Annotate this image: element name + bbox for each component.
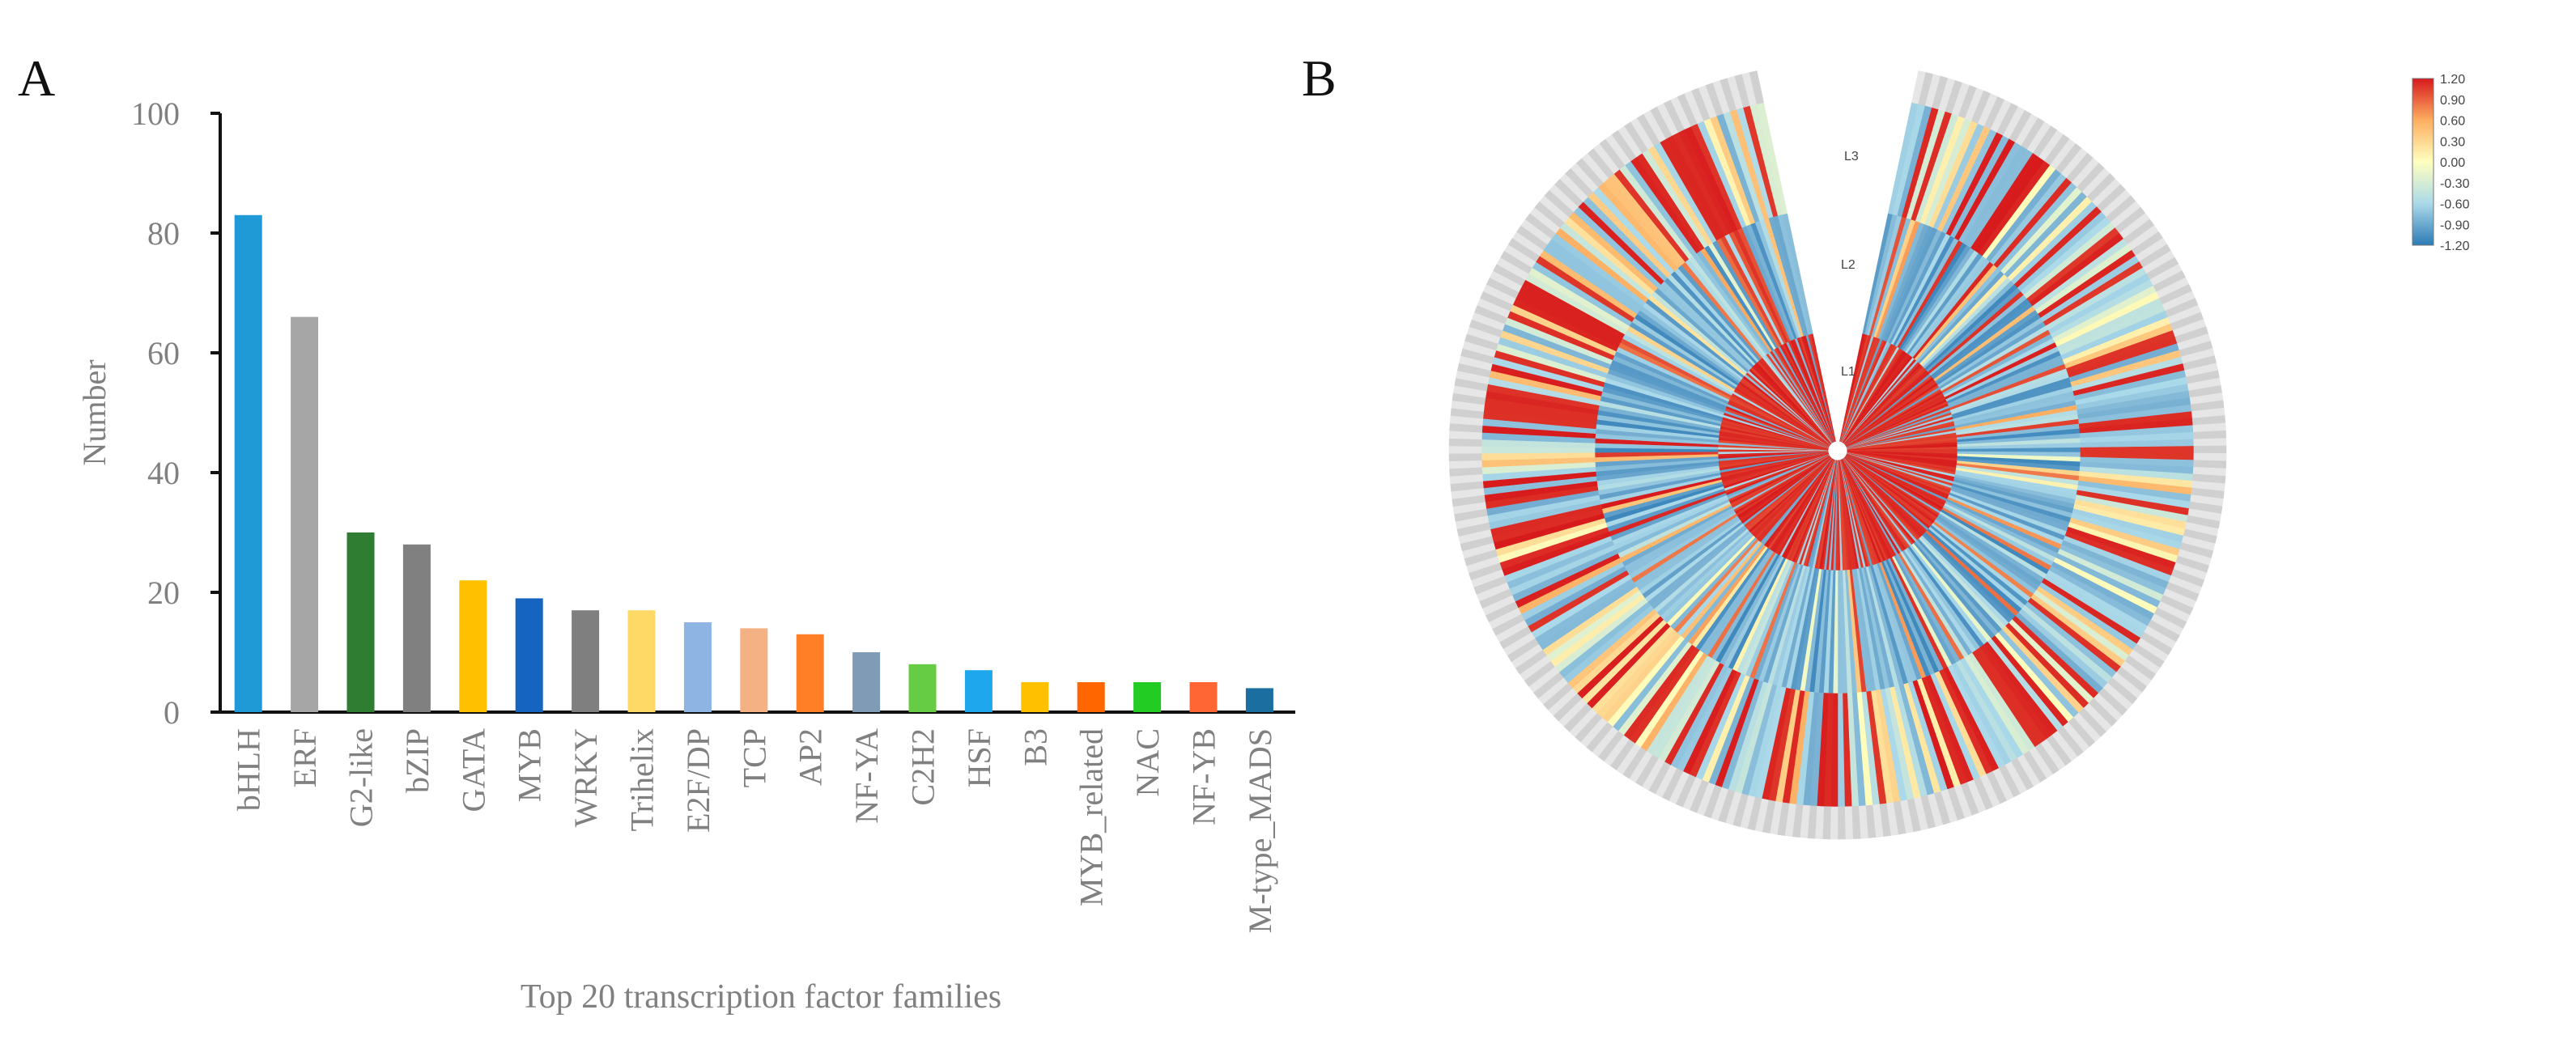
x-tick-label: NF-YB (1186, 728, 1222, 825)
x-tick-label: MYB_related (1073, 728, 1110, 906)
bar-nf-ya (852, 652, 881, 712)
panel-label-a: A (18, 49, 56, 107)
colorbar-tick-label: -1.20 (2440, 240, 2470, 253)
colorbar-tick-label: -0.90 (2440, 218, 2470, 232)
gene-label-tick (1448, 452, 1482, 462)
radial-layer (1448, 70, 2227, 840)
y-tick-label: 20 (147, 575, 180, 611)
x-tick-label: NF-YA (848, 728, 885, 824)
heat-cell-l3 (2080, 446, 2195, 454)
panel-label-b: B (1302, 49, 1337, 107)
bar-wrky (572, 610, 600, 712)
x-tick-label: B3 (1017, 728, 1053, 766)
bar-erf (291, 316, 319, 712)
bar-trihelix (627, 610, 656, 712)
gene-label-tick (1448, 438, 1482, 447)
bar-tcp (740, 628, 768, 712)
x-tick-label: GATA (455, 728, 491, 812)
x-tick-label: G2-like (343, 728, 380, 827)
gene-label-tick (2193, 430, 2227, 440)
x-tick-label: bHLH (231, 728, 267, 811)
colorbar-tick-label: 0.90 (2440, 94, 2465, 108)
x-tick-label: M-type_MADS (1242, 728, 1278, 933)
y-tick-label: 0 (164, 694, 180, 731)
x-tick-label: bZIP (399, 728, 436, 793)
colorbar-tick-label: -0.60 (2440, 198, 2470, 212)
bar-c2h2 (908, 664, 937, 712)
colorbar-tick-label: -0.30 (2440, 177, 2470, 191)
x-tick-label: ERF (287, 728, 323, 787)
x-tick-label: TCP (736, 728, 772, 787)
y-tick-label: 40 (147, 455, 180, 491)
colorbar-tick-label: 0.30 (2440, 135, 2465, 149)
x-tick-label: E2F/DP (680, 728, 716, 833)
center-hole (1830, 443, 1846, 459)
gene-label-tick (1830, 806, 1838, 840)
gene-label-tick (2193, 452, 2227, 462)
ring-labels: L3 L2 L1 (1841, 150, 1859, 379)
ring-label-l1: L1 (1841, 365, 1855, 379)
y-axis-label: Number (76, 359, 113, 465)
gene-label-tick (1749, 70, 1764, 104)
gene-label-tick (1448, 460, 1482, 469)
bar-chart: Number Top 20 transcription factor famil… (76, 95, 1295, 1016)
gene-label-tick (1448, 445, 1482, 454)
radial-heatmap: L3 L2 L1 1.20 0.90 0.60 0.30 0.00 -0.30 -0.60 -… (1448, 70, 2470, 840)
x-tick-label: MYB (512, 728, 548, 802)
y-tick-label: 80 (147, 215, 180, 252)
colorbar-tick-label: 0.00 (2440, 156, 2465, 170)
bar-g2-like (346, 532, 375, 712)
bar-myb-related (1077, 682, 1105, 712)
bar-e2f-dp (683, 622, 712, 712)
bar-bhlh (234, 214, 262, 712)
gene-label-tick (2193, 445, 2227, 454)
bar-nf-yb (1189, 682, 1218, 712)
y-tick-label: 100 (131, 95, 180, 132)
bar-gata (459, 580, 487, 712)
x-tick-label: AP2 (793, 728, 829, 786)
x-tick-label: WRKY (567, 728, 604, 827)
bar-bzip (402, 544, 431, 712)
bar-nac (1133, 682, 1162, 712)
bar-b3 (1021, 682, 1049, 712)
bar-layer: 0 20 40 60 80 100 bHLH ERF G2-like bZIP GATA MYB WRK… (131, 95, 1295, 933)
y-tick-label: 60 (147, 335, 180, 371)
gene-label-tick (2193, 438, 2227, 447)
ring-label-l2: L2 (1841, 258, 1855, 272)
x-axis-label: Top 20 transcription factor families (521, 978, 1001, 1016)
colorbar-gradient (2412, 78, 2434, 246)
gene-label-tick (1837, 806, 1846, 840)
ring-label-l3: L3 (1844, 150, 1859, 163)
x-tick-label: NAC (1129, 728, 1166, 796)
gene-label-tick (1844, 806, 1854, 840)
colorbar: 1.20 0.90 0.60 0.30 0.00 -0.30 -0.60 -0.90 -1.20 (2412, 73, 2470, 253)
x-tick-label: HSF (961, 728, 997, 787)
colorbar-tick-label: 0.60 (2440, 115, 2465, 129)
colorbar-tick-label: 1.20 (2440, 73, 2465, 87)
bar-ap2 (796, 634, 824, 712)
x-tick-label: C2H2 (905, 728, 942, 806)
bar-hsf (964, 670, 993, 712)
x-tick-label: Trihelix (624, 728, 661, 831)
bar-myb (515, 598, 543, 712)
bar-m-type-mads (1245, 688, 1273, 712)
